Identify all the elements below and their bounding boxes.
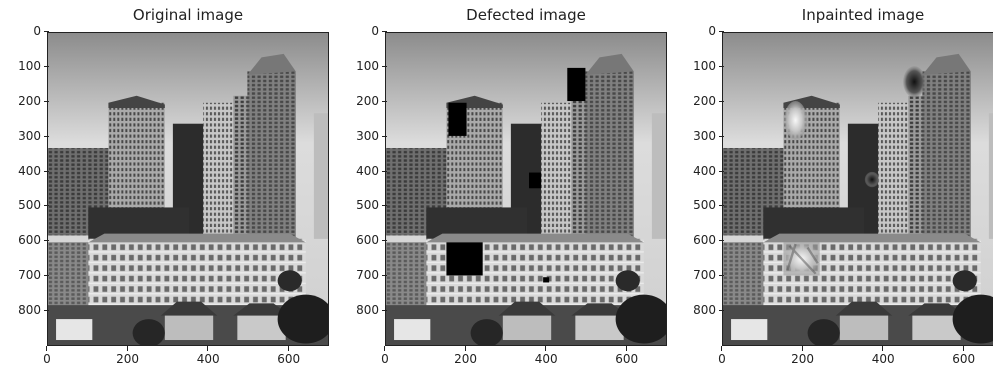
y-tick-label: 400 <box>7 164 49 178</box>
x-tick-label: 0 <box>365 346 405 366</box>
y-tick-label: 0 <box>7 24 49 38</box>
x-tick-label: 400 <box>188 346 228 366</box>
x-tick-label: 200 <box>108 346 148 366</box>
defected-image <box>386 33 666 345</box>
defect-mask <box>567 67 586 102</box>
defect-mask <box>446 242 483 276</box>
panel-title: Original image <box>132 6 244 24</box>
x-tick-label: 600 <box>607 346 647 366</box>
y-tick-label: 0 <box>682 24 724 38</box>
x-tick-label: 600 <box>269 346 309 366</box>
y-tick-label: 700 <box>682 268 724 282</box>
x-tick-label: 200 <box>446 346 486 366</box>
panel-defected: Defected image <box>345 0 676 369</box>
defect-mask <box>543 277 550 283</box>
y-tick-label: 500 <box>682 198 724 212</box>
panel-title: Defected image <box>466 6 586 24</box>
y-tick-label: 200 <box>7 94 49 108</box>
defect-mask <box>448 102 467 136</box>
original-image <box>48 33 328 345</box>
x-tick-label: 400 <box>863 346 903 366</box>
y-tick-label: 500 <box>345 198 387 212</box>
y-tick-label: 600 <box>7 233 49 247</box>
y-tick-label: 800 <box>345 303 387 317</box>
panel-title: Inpainted image <box>801 6 925 24</box>
y-tick-label: 100 <box>345 59 387 73</box>
y-tick-label: 300 <box>7 129 49 143</box>
y-tick-label: 600 <box>345 233 387 247</box>
y-tick-label: 800 <box>682 303 724 317</box>
y-tick-label: 700 <box>345 268 387 282</box>
y-tick-label: 500 <box>7 198 49 212</box>
y-tick-label: 400 <box>345 164 387 178</box>
y-tick-label: 800 <box>7 303 49 317</box>
image-plot <box>385 32 667 346</box>
y-tick-label: 300 <box>345 129 387 143</box>
y-tick-label: 600 <box>682 233 724 247</box>
y-tick-label: 0 <box>345 24 387 38</box>
x-tick-label: 200 <box>783 346 823 366</box>
inpaint-region <box>903 66 926 98</box>
y-tick-label: 200 <box>345 94 387 108</box>
image-plot <box>722 32 993 346</box>
panel-original: Original image 0 <box>7 0 338 369</box>
defect-mask <box>529 172 542 189</box>
panel-inpainted: Inpainted image <box>682 0 993 369</box>
y-tick-label: 300 <box>682 129 724 143</box>
x-tick-label: 400 <box>526 346 566 366</box>
inpainted-image <box>723 33 993 345</box>
x-tick-label: 0 <box>702 346 742 366</box>
y-tick-label: 400 <box>682 164 724 178</box>
image-plot <box>47 32 329 346</box>
inpaint-region <box>784 101 807 140</box>
y-tick-label: 200 <box>682 94 724 108</box>
y-tick-label: 100 <box>7 59 49 73</box>
y-tick-label: 700 <box>7 268 49 282</box>
y-tick-label: 100 <box>682 59 724 73</box>
inpaint-region <box>864 171 880 188</box>
x-tick-label: 600 <box>944 346 984 366</box>
x-tick-label: 0 <box>27 346 67 366</box>
